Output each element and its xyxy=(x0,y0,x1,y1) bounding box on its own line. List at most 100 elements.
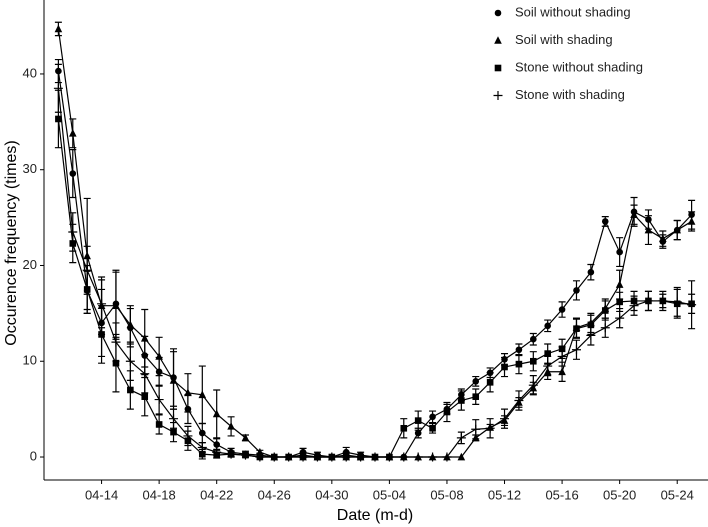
data-point xyxy=(141,393,149,400)
data-point xyxy=(514,396,524,406)
data-point xyxy=(471,424,481,434)
legend-label: Soil without shading xyxy=(515,4,631,19)
data-point xyxy=(255,452,265,462)
data-point xyxy=(615,280,624,288)
data-point xyxy=(457,452,466,461)
data-point xyxy=(170,428,177,436)
data-point xyxy=(68,129,77,137)
x-tick-label: 05-04 xyxy=(373,487,406,502)
data-point xyxy=(573,287,580,294)
data-point xyxy=(155,421,163,428)
data-point xyxy=(400,424,408,432)
data-point xyxy=(687,300,697,310)
data-point xyxy=(472,378,480,385)
data-point xyxy=(112,301,120,310)
y-tick-label: 20 xyxy=(23,257,37,272)
series-line xyxy=(57,88,692,458)
data-point xyxy=(126,320,135,329)
data-point xyxy=(413,452,423,462)
data-point xyxy=(155,352,163,360)
data-point xyxy=(184,388,192,397)
data-point xyxy=(630,210,638,219)
series-line xyxy=(57,118,692,458)
data-point xyxy=(643,296,653,306)
data-point xyxy=(501,363,508,371)
data-point xyxy=(312,452,322,462)
x-tick-label: 05-16 xyxy=(545,487,578,502)
x-tick-label: 05-08 xyxy=(430,487,463,502)
data-point xyxy=(69,170,77,177)
x-tick-label: 05-12 xyxy=(488,487,521,502)
data-point xyxy=(629,301,639,311)
data-point xyxy=(53,83,63,93)
data-point xyxy=(269,452,279,462)
data-point xyxy=(384,452,394,462)
data-point xyxy=(571,345,581,355)
data-point xyxy=(615,313,625,323)
data-point xyxy=(429,413,436,421)
data-point xyxy=(587,321,595,329)
legend-label: Stone without shading xyxy=(515,59,643,74)
data-point xyxy=(284,452,294,462)
data-point xyxy=(573,325,580,332)
data-point xyxy=(154,395,164,405)
data-point xyxy=(399,452,409,462)
series-line xyxy=(57,70,693,458)
data-point xyxy=(241,433,250,442)
data-point xyxy=(616,298,623,306)
data-point xyxy=(601,218,609,225)
x-tick-label: 04-14 xyxy=(85,487,118,502)
data-point xyxy=(543,361,553,371)
data-point xyxy=(658,296,668,306)
data-point xyxy=(515,360,523,368)
data-point xyxy=(558,367,566,376)
data-point xyxy=(558,306,566,313)
data-point xyxy=(442,452,452,462)
data-point xyxy=(197,442,207,452)
data-point xyxy=(97,299,107,309)
data-point xyxy=(169,376,178,384)
data-point xyxy=(672,297,682,307)
data-point xyxy=(544,322,551,330)
data-point xyxy=(140,369,150,379)
data-point xyxy=(530,335,537,343)
x-tick-label: 04-18 xyxy=(143,487,176,502)
data-point xyxy=(456,433,466,443)
data-point xyxy=(212,409,221,418)
data-point xyxy=(644,225,653,234)
data-point xyxy=(199,429,206,437)
data-point xyxy=(586,330,596,340)
data-point xyxy=(98,331,105,338)
data-point xyxy=(127,386,134,394)
legend-marker xyxy=(493,91,503,100)
data-point xyxy=(414,417,422,424)
data-point xyxy=(673,225,682,234)
legend-marker xyxy=(494,36,502,44)
y-tick-label: 0 xyxy=(30,448,37,463)
y-axis-title: Occurence frequency (times) xyxy=(3,140,20,345)
data-point xyxy=(341,452,351,462)
data-point xyxy=(429,424,436,432)
data-point xyxy=(601,307,609,314)
data-point xyxy=(414,429,422,437)
data-point xyxy=(240,450,250,460)
data-point xyxy=(125,356,135,366)
data-point xyxy=(327,452,337,462)
data-point xyxy=(515,346,523,354)
x-tick-label: 05-24 xyxy=(661,487,694,502)
data-point xyxy=(55,115,62,123)
data-point xyxy=(616,248,623,256)
x-tick-label: 04-22 xyxy=(200,487,233,502)
data-point xyxy=(82,265,92,275)
data-point xyxy=(472,393,480,400)
data-point xyxy=(198,390,207,399)
data-point xyxy=(528,380,538,390)
data-point xyxy=(443,408,451,416)
data-point xyxy=(256,447,264,456)
data-point xyxy=(227,422,235,430)
data-point xyxy=(298,452,308,462)
y-tick-label: 10 xyxy=(23,353,37,368)
data-point xyxy=(544,350,551,357)
data-point xyxy=(428,452,438,462)
